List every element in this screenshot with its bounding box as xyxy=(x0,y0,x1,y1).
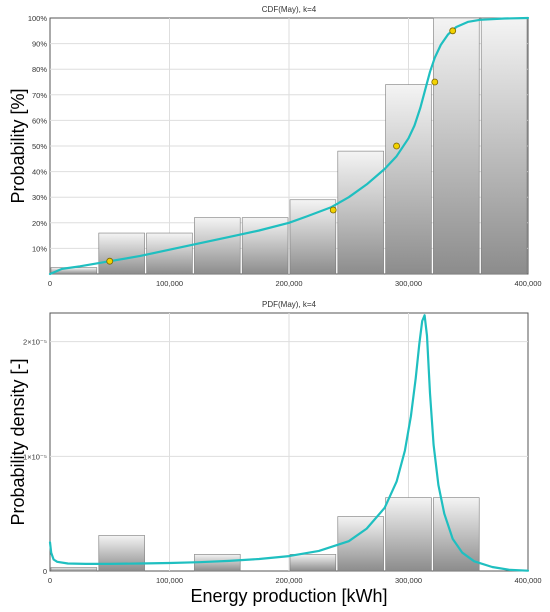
pdf-plot-layer: 0 100,000 200,000 300,000 400,000 0 1×10⁻⁵ 2×10… xyxy=(23,313,542,585)
cdf-y-tick-label: 20% xyxy=(32,219,47,228)
cdf-histogram-bar xyxy=(241,217,289,275)
pdf-chart: PDF(May), k=4 0 100,000 200,000 300,000 400,… xyxy=(8,300,542,606)
cdf-y-tick-label: 70% xyxy=(32,91,47,100)
pdf-histogram-bar xyxy=(50,567,98,572)
cdf-y-tick-label: 90% xyxy=(32,40,47,49)
cdf-histogram-bar xyxy=(337,150,384,275)
pdf-chart-title: PDF(May), k=4 xyxy=(262,300,317,309)
cdf-x-tick-label: 0 xyxy=(48,279,52,288)
cdf-y-tick-label: 50% xyxy=(32,142,47,151)
cdf-x-tick-label: 200,000 xyxy=(275,279,302,288)
cdf-y-tick-label: 10% xyxy=(32,244,47,253)
pdf-x-tick-label: 100,000 xyxy=(156,576,183,585)
cdf-histogram-bar xyxy=(433,17,480,275)
pdf-y-tick-label: 0 xyxy=(43,567,47,576)
pdf-histogram-bar xyxy=(385,497,432,572)
pdf-x-tick-label: 200,000 xyxy=(275,576,302,585)
pdf-x-tick-label: 0 xyxy=(48,576,52,585)
cdf-y-tick-label: 60% xyxy=(32,116,47,125)
pdf-y-axis-label: Probability density [-] xyxy=(8,358,28,525)
cdf-histogram-bar xyxy=(385,84,432,275)
pdf-x-tick-label: 400,000 xyxy=(514,576,541,585)
pdf-x-tick-label: 300,000 xyxy=(395,576,422,585)
cdf-histogram-bar xyxy=(289,199,337,275)
cdf-histogram-bar xyxy=(480,17,528,275)
cdf-y-tick-label: 30% xyxy=(32,193,47,202)
cdf-histogram-bar xyxy=(194,217,241,275)
pdf-fit-curve xyxy=(48,314,530,572)
cdf-data-point xyxy=(106,257,114,265)
pdf-histogram-bar xyxy=(289,554,337,572)
cdf-x-tick-label: 100,000 xyxy=(156,279,183,288)
cdf-y-tick-label: 80% xyxy=(32,65,47,74)
x-axis-label: Energy production [kWh] xyxy=(190,586,387,606)
cdf-data-point xyxy=(449,27,457,35)
cdf-x-tick-label: 300,000 xyxy=(395,279,422,288)
cdf-data-point xyxy=(393,142,400,150)
cdf-data-point xyxy=(329,206,337,214)
cdf-y-tick-label: 40% xyxy=(32,168,47,177)
cdf-chart-title: CDF(May), k=4 xyxy=(262,5,317,14)
cdf-y-axis-label: Probability [%] xyxy=(8,88,28,203)
pdf-y-tick-label: 1×10⁻⁵ xyxy=(23,452,47,461)
cdf-data-point xyxy=(431,78,439,86)
pdf-histogram-bar xyxy=(98,535,145,572)
cdf-plot-layer: 0 100,000 200,000 300,000 400,000 10% 20% 30% 40… xyxy=(28,14,542,288)
pdf-histogram-bar xyxy=(337,516,384,572)
pdf-y-tick-label: 2×10⁻⁵ xyxy=(23,338,47,347)
cdf-y-tick-label: 100% xyxy=(28,14,48,23)
cdf-chart: CDF(May), k=4 0 100,000 200,000 300,000 400,… xyxy=(8,5,542,288)
cdf-x-tick-label: 400,000 xyxy=(514,279,541,288)
cdf-histogram-bar xyxy=(98,232,145,275)
